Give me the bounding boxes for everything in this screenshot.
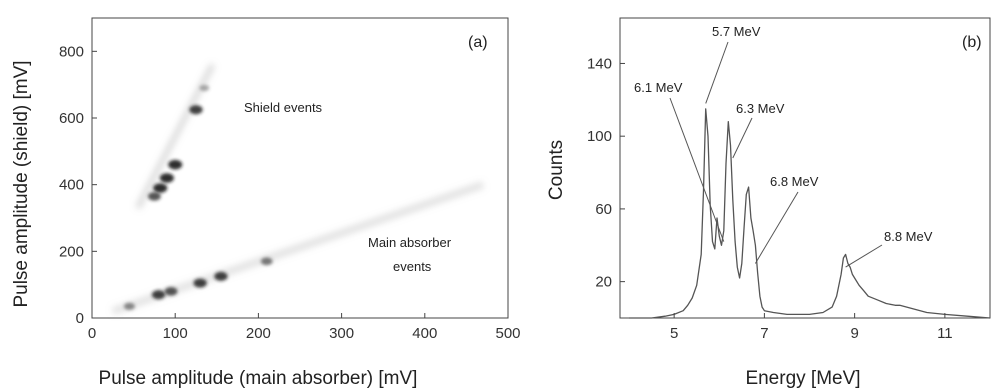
event-cluster xyxy=(260,257,273,266)
event-cluster xyxy=(168,159,183,170)
x-tick-label: 500 xyxy=(495,325,520,342)
peak-leader-line xyxy=(732,117,753,159)
x-tick-label: 200 xyxy=(246,325,271,342)
peak-label: 6.3 MeV xyxy=(736,101,785,116)
peak-label: 8.8 MeV xyxy=(884,229,933,244)
x-tick-label: 9 xyxy=(850,325,858,342)
y-tick-label: 600 xyxy=(59,110,84,127)
main-absorber-events-annotation: events xyxy=(393,259,432,274)
y-tick-label: 100 xyxy=(587,128,612,145)
event-cluster xyxy=(193,278,207,288)
x-tick-label: 5 xyxy=(670,325,678,342)
peak-leader-line xyxy=(845,244,883,268)
event-cluster xyxy=(123,302,135,310)
y-tick-label: 60 xyxy=(595,201,612,218)
event-cluster xyxy=(199,84,210,92)
event-cluster xyxy=(159,173,174,183)
peak-leader-line xyxy=(669,97,725,242)
panel-a-ticks: 0 100 200 300 400 500 0 200 400 600 800 xyxy=(59,43,521,342)
panel-b-x-axis-label: Energy [MeV] xyxy=(745,368,860,389)
panel-b-annotations: 6.1 MeV 5.7 MeV 6.3 MeV 6.8 MeV 8.8 MeV xyxy=(634,24,933,268)
peak-leader-line xyxy=(705,41,729,104)
event-cluster xyxy=(214,271,228,281)
panel-b: 5 7 9 11 20 60 100 140 6.1 MeV 5.7 MeV 6.3 MeV 6.8… xyxy=(546,17,991,389)
x-tick-label: 7 xyxy=(760,325,768,342)
energy-spectrum-line xyxy=(629,108,991,319)
shield-events-annotation: Shield events xyxy=(244,100,323,115)
x-tick-label: 400 xyxy=(412,325,437,342)
peak-label: 6.1 MeV xyxy=(634,80,683,95)
event-cluster xyxy=(148,192,161,201)
x-tick-label: 300 xyxy=(329,325,354,342)
event-cluster xyxy=(189,105,203,115)
x-tick-label: 100 xyxy=(163,325,188,342)
peak-leader-line xyxy=(754,191,799,264)
panel-a-clusters xyxy=(123,84,273,310)
peak-label: 5.7 MeV xyxy=(712,24,761,39)
y-tick-label: 0 xyxy=(76,310,84,327)
x-tick-label: 11 xyxy=(937,325,953,342)
y-tick-label: 400 xyxy=(59,177,84,194)
panel-a: 0 100 200 300 400 500 0 200 400 600 800 (a) Shield… xyxy=(11,17,521,389)
x-tick-label: 0 xyxy=(88,325,96,342)
peak-label: 6.8 MeV xyxy=(770,174,819,189)
panel-b-frame xyxy=(619,17,991,319)
event-cluster xyxy=(151,290,166,300)
panel-a-y-axis-label: Pulse amplitude (shield) [mV] xyxy=(11,60,32,307)
y-tick-label: 800 xyxy=(59,43,84,60)
panel-a-x-axis-label: Pulse amplitude (main absorber) [mV] xyxy=(99,368,418,389)
y-tick-label: 140 xyxy=(587,55,612,72)
event-cluster xyxy=(153,183,168,193)
panel-b-ticks: 5 7 9 11 20 60 100 140 xyxy=(587,55,953,342)
y-tick-label: 20 xyxy=(595,274,612,291)
panel-b-label: (b) xyxy=(962,34,982,51)
panel-a-frame xyxy=(91,17,509,319)
main-absorber-annotation: Main absorber xyxy=(368,235,452,250)
y-tick-label: 200 xyxy=(59,243,84,260)
panel-a-label: (a) xyxy=(468,34,488,51)
panel-b-y-axis-label: Counts xyxy=(546,140,567,200)
event-cluster xyxy=(164,287,178,296)
